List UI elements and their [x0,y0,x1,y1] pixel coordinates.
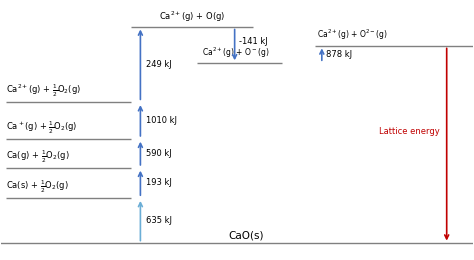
Text: Lattice energy: Lattice energy [379,127,439,136]
Text: CaO(s): CaO(s) [228,230,264,241]
Text: Ca$^{2+}$(g) + O$^-$(g): Ca$^{2+}$(g) + O$^-$(g) [201,46,269,60]
Text: 878 kJ: 878 kJ [326,50,352,59]
Text: 635 kJ: 635 kJ [146,216,172,225]
Text: 1010 kJ: 1010 kJ [146,116,177,125]
Text: Ca$^{2+}$(g) + O$^{2-}$(g): Ca$^{2+}$(g) + O$^{2-}$(g) [317,28,388,42]
Text: Ca(g) + $\mathregular{\frac{1}{2}}$O$_\mathregular{2}$(g): Ca(g) + $\mathregular{\frac{1}{2}}$O$_\m… [6,148,70,165]
Text: -141 kJ: -141 kJ [239,37,268,46]
Text: Ca(s) + $\mathregular{\frac{1}{2}}$O$_\mathregular{2}$(g): Ca(s) + $\mathregular{\frac{1}{2}}$O$_\m… [6,179,69,195]
Text: 249 kJ: 249 kJ [146,60,172,69]
Text: Ca$^+$(g) + $\mathregular{\frac{1}{2}}$O$_\mathregular{2}$(g): Ca$^+$(g) + $\mathregular{\frac{1}{2}}$O… [6,119,77,136]
Text: 193 kJ: 193 kJ [146,178,172,187]
Text: Ca$^{2+}$(g) + O(g): Ca$^{2+}$(g) + O(g) [159,9,225,24]
Text: 590 kJ: 590 kJ [146,149,172,158]
Text: Ca$^{2+}$(g) + $\mathregular{\frac{1}{2}}$O$_\mathregular{2}$(g): Ca$^{2+}$(g) + $\mathregular{\frac{1}{2}… [6,83,81,99]
